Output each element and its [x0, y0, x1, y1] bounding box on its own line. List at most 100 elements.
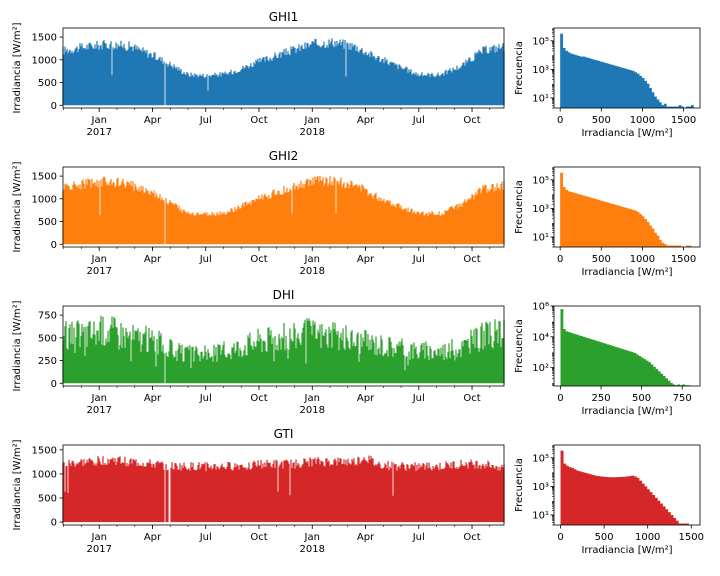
histogram-gti-bar — [675, 520, 679, 525]
y-tick-label: 1000 — [32, 469, 57, 480]
x-tick-label: Oct — [250, 393, 267, 404]
histogram-ghi2-bar — [570, 192, 573, 247]
x-tick-year-label: 2018 — [300, 405, 325, 416]
histogram-dhi-bar — [604, 343, 608, 386]
histogram-gti-bar — [672, 517, 676, 525]
y-axis-label: Irradiancia [W/m²] — [12, 161, 23, 252]
histogram-ghi1-bar — [668, 106, 672, 108]
x-tick-label: Apr — [144, 254, 162, 265]
x-tick-label: Jan — [91, 254, 107, 265]
histogram-ghi1-bar — [562, 48, 566, 108]
histogram-ghi1-bar — [676, 106, 680, 108]
x-tick-label: Oct — [250, 254, 267, 265]
histogram-gti-bar — [607, 477, 611, 525]
y-tick-label: 10³ — [532, 65, 549, 76]
histogram-ghi2-bar — [572, 192, 576, 247]
histogram-dhi-bar — [579, 336, 583, 386]
x-tick-label: Apr — [357, 254, 375, 265]
histogram-gti-bar — [686, 523, 690, 525]
histogram-ghi1-bar — [681, 106, 684, 108]
histogram-ghi2-bar — [661, 242, 665, 247]
histogram-gti-bar — [560, 450, 564, 525]
x-tick-year-label: 2017 — [86, 266, 111, 277]
histogram-dhi-bar — [567, 332, 571, 386]
histogram-ghi1-bar — [597, 60, 601, 108]
histogram-ghi2-bar — [624, 207, 628, 247]
histogram-ghi1-bar — [567, 52, 571, 108]
histogram-ghi2-bar — [668, 245, 672, 247]
x-tick-label: Jul — [412, 254, 425, 265]
x-axis-label: Irradiancia [W/m²] — [581, 267, 672, 278]
timeseries-ghi2-series — [62, 175, 505, 245]
y-axis-label: Frecuencia — [514, 458, 525, 512]
histogram-dhi-bar — [626, 350, 630, 386]
y-axis-label: Frecuencia — [514, 180, 525, 234]
histogram-gti-bar — [667, 512, 671, 525]
histogram-ghi2-bar — [614, 204, 618, 247]
y-tick-label: 10³ — [532, 204, 549, 215]
histogram-dhi-frame — [553, 305, 701, 387]
y-tick-label: 1000 — [32, 194, 57, 205]
histogram-ghi2-bar — [609, 203, 613, 247]
histogram-dhi-bar — [596, 341, 600, 386]
histogram-ghi2-bar — [639, 214, 642, 247]
y-tick-label: 10⁴ — [532, 332, 549, 343]
histogram-ghi2-bar — [629, 209, 633, 247]
y-tick-label: 0 — [51, 518, 57, 529]
histogram-ghi1-bar — [631, 70, 635, 108]
histogram-ghi1-bar — [587, 58, 591, 108]
histogram-ghi2-bar — [673, 245, 677, 247]
y-tick-label: 10³ — [532, 482, 549, 493]
histogram-ghi1-bar — [572, 54, 576, 108]
histogram-dhi-bar — [575, 334, 578, 386]
x-tick-label: 0 — [557, 393, 563, 404]
histogram-dhi-bar — [650, 364, 654, 386]
x-tick-label: 0 — [557, 532, 563, 543]
histogram-gti-bar — [584, 472, 588, 525]
histogram-dhi-bar — [631, 352, 634, 386]
histogram-ghi2-bar — [644, 219, 647, 247]
histogram-gti-bar — [654, 497, 658, 525]
histogram-ghi2-bar — [619, 206, 623, 247]
x-tick-label: 1500 — [671, 254, 696, 265]
x-tick-label: Jul — [199, 532, 212, 543]
histogram-ghi1-bar — [639, 75, 642, 108]
y-tick-label: 1000 — [32, 55, 57, 66]
histogram-dhi-bar — [584, 337, 588, 386]
x-tick-label: Jan — [91, 532, 107, 543]
histogram-ghi1-bar — [651, 92, 655, 108]
histogram-ghi1-bar — [574, 55, 578, 108]
x-tick-label: Apr — [144, 532, 162, 543]
histogram-ghi1-bar — [686, 106, 689, 108]
histogram-ghi2-bar — [587, 197, 591, 247]
x-tick-year-label: 2017 — [86, 544, 111, 555]
histogram-ghi2-bar — [602, 201, 605, 247]
histogram-ghi1-bar — [636, 73, 640, 108]
histogram-ghi1-bar — [602, 62, 605, 108]
histogram-ghi1-bar — [609, 64, 613, 108]
histogram-ghi2-frame — [553, 166, 701, 248]
histogram-gti-frame — [553, 444, 701, 526]
histogram-ghi2-bar — [582, 195, 586, 247]
y-tick-label: 1500 — [32, 445, 57, 456]
histogram-gti-bar — [576, 470, 580, 525]
histogram-ghi1-bar — [599, 61, 603, 108]
histogram-gti-bar — [610, 477, 614, 525]
histogram-ghi1-bar — [671, 106, 675, 108]
histogram-gti-bar — [636, 477, 640, 525]
x-axis-label: Irradiancia [W/m²] — [581, 128, 672, 139]
timeseries-gti-series — [62, 455, 505, 523]
histogram-ghi1-bar — [619, 67, 623, 108]
y-axis-label: Frecuencia — [514, 319, 525, 373]
timeseries-ghi2-frame — [62, 166, 505, 248]
histogram-ghi1-bar — [666, 106, 670, 108]
x-tick-label: Apr — [357, 115, 375, 126]
chart-title: DHI — [273, 288, 295, 302]
x-tick-year-label: 2017 — [86, 405, 111, 416]
x-tick-label: 1000 — [630, 254, 655, 265]
histogram-gti-bar — [563, 463, 567, 525]
y-tick-label: 10⁵ — [532, 453, 549, 464]
x-tick-label: Jan — [304, 115, 320, 126]
